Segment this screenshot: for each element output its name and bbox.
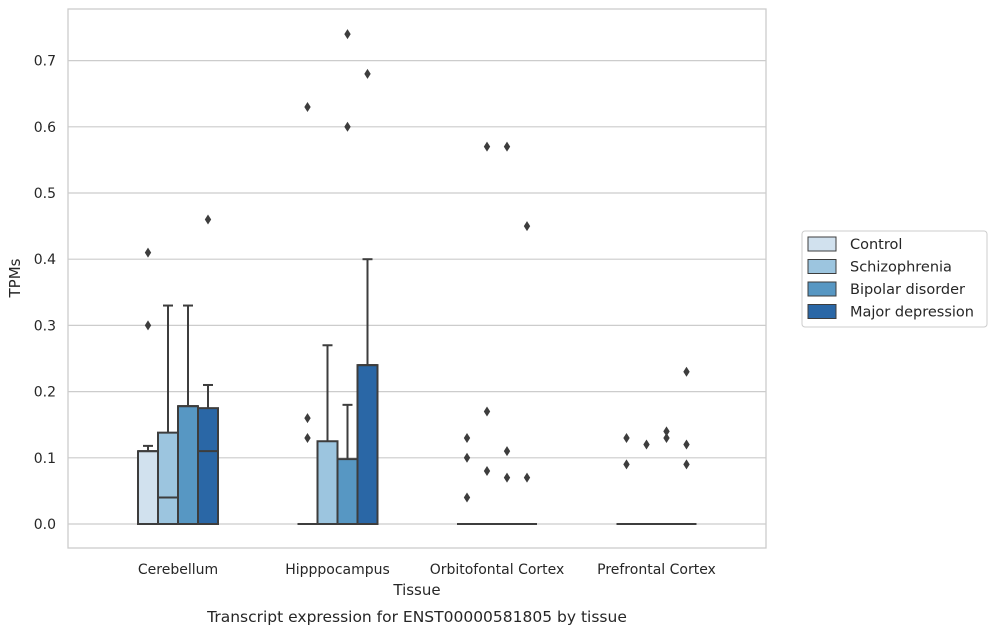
box-bipolar-disorder-cerebellum: [177, 304, 199, 525]
outlier-point: [463, 452, 471, 463]
legend: Control Schizophrenia Bipolar disorder Majo…: [801, 230, 988, 328]
box-body: [197, 407, 219, 525]
outlier-point: [483, 466, 491, 477]
y-tick-label: 0.1: [34, 451, 56, 467]
outlier-point: [364, 68, 371, 79]
box-body: [336, 458, 359, 525]
outlier-point: [663, 426, 670, 437]
legend-frame: [801, 230, 988, 328]
box-body: [177, 405, 199, 525]
outlier-point: [683, 459, 690, 470]
box-schizophrenia-hipppocampus: [316, 344, 339, 525]
box-major-depression-hipppocampus: [356, 258, 379, 525]
outlier-point: [663, 432, 670, 443]
legend-label: Major depression: [850, 305, 974, 321]
legend-swatch: [807, 281, 837, 297]
box-control-cerebellum: [137, 444, 159, 525]
box-body: [137, 450, 159, 525]
outlier-point: [483, 141, 491, 152]
outlier-point: [503, 446, 511, 457]
legend-swatch: [807, 304, 837, 319]
box-body: [316, 440, 339, 525]
legend-label: Schizophrenia: [850, 260, 952, 276]
y-tick-label: 0.6: [34, 120, 56, 136]
outlier-point: [623, 432, 630, 443]
outlier-point: [623, 459, 630, 470]
x-tick-label: Orbitofontal Cortex: [430, 562, 565, 578]
outlier-point: [144, 247, 152, 258]
y-tick-label: 0.7: [34, 54, 56, 70]
y-axis-label: TPMs: [6, 258, 24, 298]
y-tick-label: 0.3: [34, 318, 56, 334]
outlier-point: [683, 366, 690, 377]
x-tick-label: Cerebellum: [138, 562, 218, 578]
outlier-point: [304, 101, 311, 112]
y-tick-label: 0.2: [34, 385, 56, 401]
box-schizophrenia-cerebellum: [157, 304, 179, 526]
legend-label: Bipolar disorder: [850, 282, 965, 298]
x-tick-label: Hipppocampus: [285, 562, 390, 578]
outlier-point: [144, 320, 152, 331]
legend-swatch: [807, 236, 837, 252]
outlier-point: [463, 492, 471, 503]
y-tick-label: 0.0: [34, 517, 56, 533]
outliers: [144, 29, 690, 503]
chart-caption: Transcript expression for ENST0000058180…: [206, 608, 627, 626]
outlier-point: [503, 472, 511, 483]
box-bipolar-disorder-hipppocampus: [336, 403, 359, 525]
x-axis-label: Tissue: [392, 581, 440, 599]
y-tick-label: 0.4: [34, 252, 56, 268]
plot-area-frame: [67, 8, 767, 549]
outlier-point: [483, 406, 491, 417]
outlier-point: [204, 214, 212, 225]
outlier-point: [523, 221, 531, 232]
x-tick-labels: Cerebellum Hipppocampus Orbitofontal Corte…: [138, 562, 716, 578]
outlier-point: [304, 413, 311, 424]
outlier-point: [463, 432, 471, 443]
outlier-point: [344, 121, 351, 132]
box-body: [356, 364, 379, 525]
outlier-point: [523, 472, 531, 483]
outlier-point: [643, 439, 650, 450]
legend-swatch: [807, 259, 837, 274]
y-tick-labels: 0.0 0.1 0.2 0.3 0.4 0.5 0.6 0.7: [34, 54, 56, 533]
outlier-point: [503, 141, 511, 152]
y-tick-label: 0.5: [34, 186, 56, 202]
x-tick-label: Prefrontal Cortex: [597, 562, 716, 578]
outlier-point: [344, 29, 351, 40]
legend-label: Control: [850, 237, 902, 253]
box-body: [157, 431, 179, 526]
box-major-depression-cerebellum: [197, 383, 219, 525]
boxes: [137, 258, 697, 526]
outlier-point: [304, 432, 311, 443]
outlier-point: [683, 439, 690, 450]
